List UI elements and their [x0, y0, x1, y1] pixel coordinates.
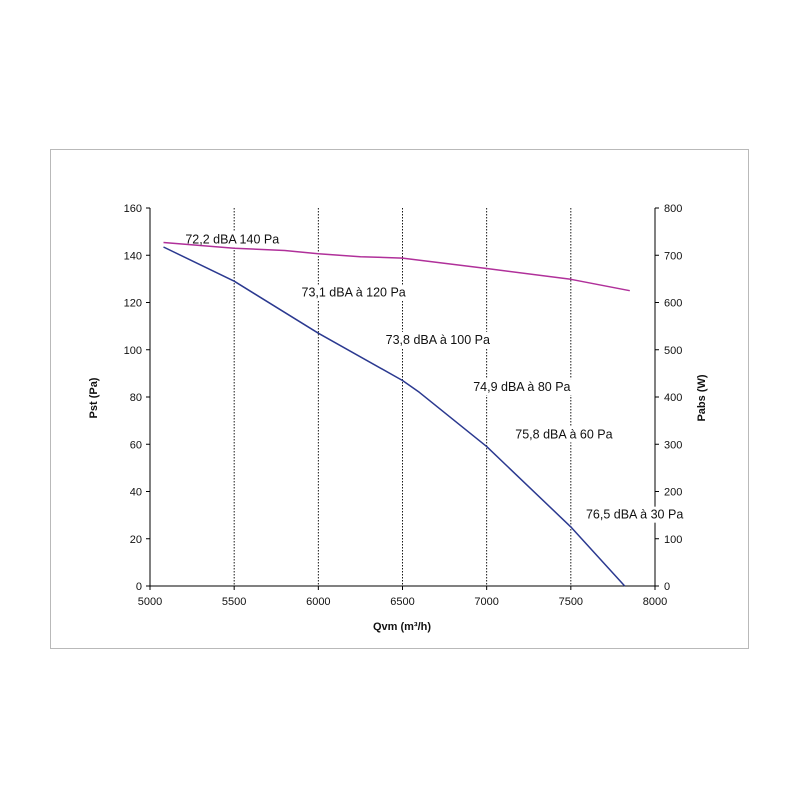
chart-frame: [50, 149, 749, 649]
y2-axis-label: Pabs (W): [696, 374, 708, 421]
y2-tick-label: 400: [664, 392, 682, 404]
annotation-label: 74,9 dBA à 80 Pa: [473, 380, 570, 394]
y2-tick-label: 200: [664, 487, 682, 499]
annotation-label: 75,8 dBA à 60 Pa: [515, 427, 612, 441]
annotation-label: 72,2 dBA 140 Pa: [185, 232, 279, 246]
annotation-background: [182, 231, 283, 248]
y2-tick-label: 300: [664, 439, 682, 451]
annotation-label: 73,1 dBA à 120 Pa: [302, 286, 406, 300]
x-tick-label: 6500: [390, 596, 414, 608]
annotation-background: [298, 284, 409, 301]
annotation-background: [470, 379, 574, 396]
y2-tick-label: 100: [664, 534, 682, 546]
y2-tick-label: 500: [664, 345, 682, 357]
annotation-background: [382, 331, 493, 348]
y-tick-label: 0: [136, 581, 142, 593]
x-tick-label: 7500: [559, 596, 583, 608]
y-tick-label: 60: [130, 439, 142, 451]
y-tick-label: 80: [130, 392, 142, 404]
y-tick-label: 20: [130, 534, 142, 546]
x-tick-label: 8000: [643, 596, 667, 608]
annotation-label: 73,8 dBA à 100 Pa: [386, 333, 490, 347]
y-axis-label: Pst (Pa): [88, 377, 100, 418]
y-tick-label: 160: [124, 203, 142, 215]
annotation-backgrounds: [182, 231, 687, 523]
y2-tick-label: 0: [664, 581, 670, 593]
x-tick-label: 7000: [474, 596, 498, 608]
axes: [146, 207, 659, 590]
y-tick-label: 40: [130, 487, 142, 499]
annotation-background: [582, 506, 687, 523]
y2-tick-label: 800: [664, 203, 682, 215]
series-lines: [163, 241, 630, 587]
y-tick-label: 140: [124, 250, 142, 262]
x-tick-label: 5000: [138, 596, 162, 608]
annotation-label: 76,5 dBA à 30 Pa: [586, 508, 683, 522]
grid: [233, 208, 572, 586]
x-tick-label: 5500: [222, 596, 246, 608]
y2-tick-label: 600: [664, 298, 682, 310]
annotations: 72,2 dBA 140 Pa 73,1 dBA à 120 Pa 73,8 dBA…: [185, 232, 683, 521]
y2-tick-label: 700: [664, 250, 682, 262]
series-line-pabs: [163, 241, 630, 292]
y-tick-label: 120: [124, 298, 142, 310]
y-tick-label: 100: [124, 345, 142, 357]
x-tick-label: 6000: [306, 596, 330, 608]
x-axis-label: Qvm (m³/h): [373, 621, 431, 633]
tick-labels: 0 20 40 60 80 100 120 140 160 0 100 200 300 400 500 600…: [124, 203, 683, 608]
annotation-background: [512, 426, 616, 443]
series-line-pst: [163, 246, 626, 587]
